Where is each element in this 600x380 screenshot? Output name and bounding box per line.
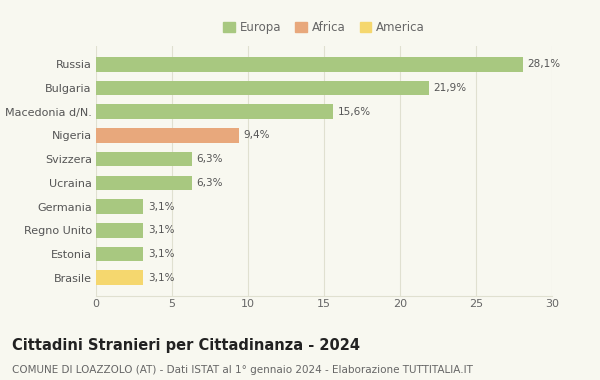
Bar [96, 81, 429, 95]
Text: 21,9%: 21,9% [433, 83, 467, 93]
Bar [96, 199, 143, 214]
Bar [96, 247, 143, 261]
Text: 9,4%: 9,4% [244, 130, 270, 141]
Text: 28,1%: 28,1% [527, 59, 561, 69]
Text: Cittadini Stranieri per Cittadinanza - 2024: Cittadini Stranieri per Cittadinanza - 2… [12, 338, 360, 353]
Text: 3,1%: 3,1% [148, 273, 174, 283]
Bar [96, 176, 192, 190]
Text: COMUNE DI LOAZZOLO (AT) - Dati ISTAT al 1° gennaio 2024 - Elaborazione TUTTITALI: COMUNE DI LOAZZOLO (AT) - Dati ISTAT al … [12, 365, 473, 375]
Text: 15,6%: 15,6% [338, 107, 371, 117]
Bar [96, 223, 143, 238]
Bar [96, 152, 192, 166]
Bar [96, 105, 333, 119]
Text: 6,3%: 6,3% [196, 154, 223, 164]
Text: 3,1%: 3,1% [148, 201, 174, 212]
Bar [96, 128, 239, 143]
Text: 3,1%: 3,1% [148, 225, 174, 235]
Bar [96, 57, 523, 72]
Text: 6,3%: 6,3% [196, 178, 223, 188]
Text: 3,1%: 3,1% [148, 249, 174, 259]
Legend: Europa, Africa, America: Europa, Africa, America [221, 19, 427, 36]
Bar [96, 270, 143, 285]
